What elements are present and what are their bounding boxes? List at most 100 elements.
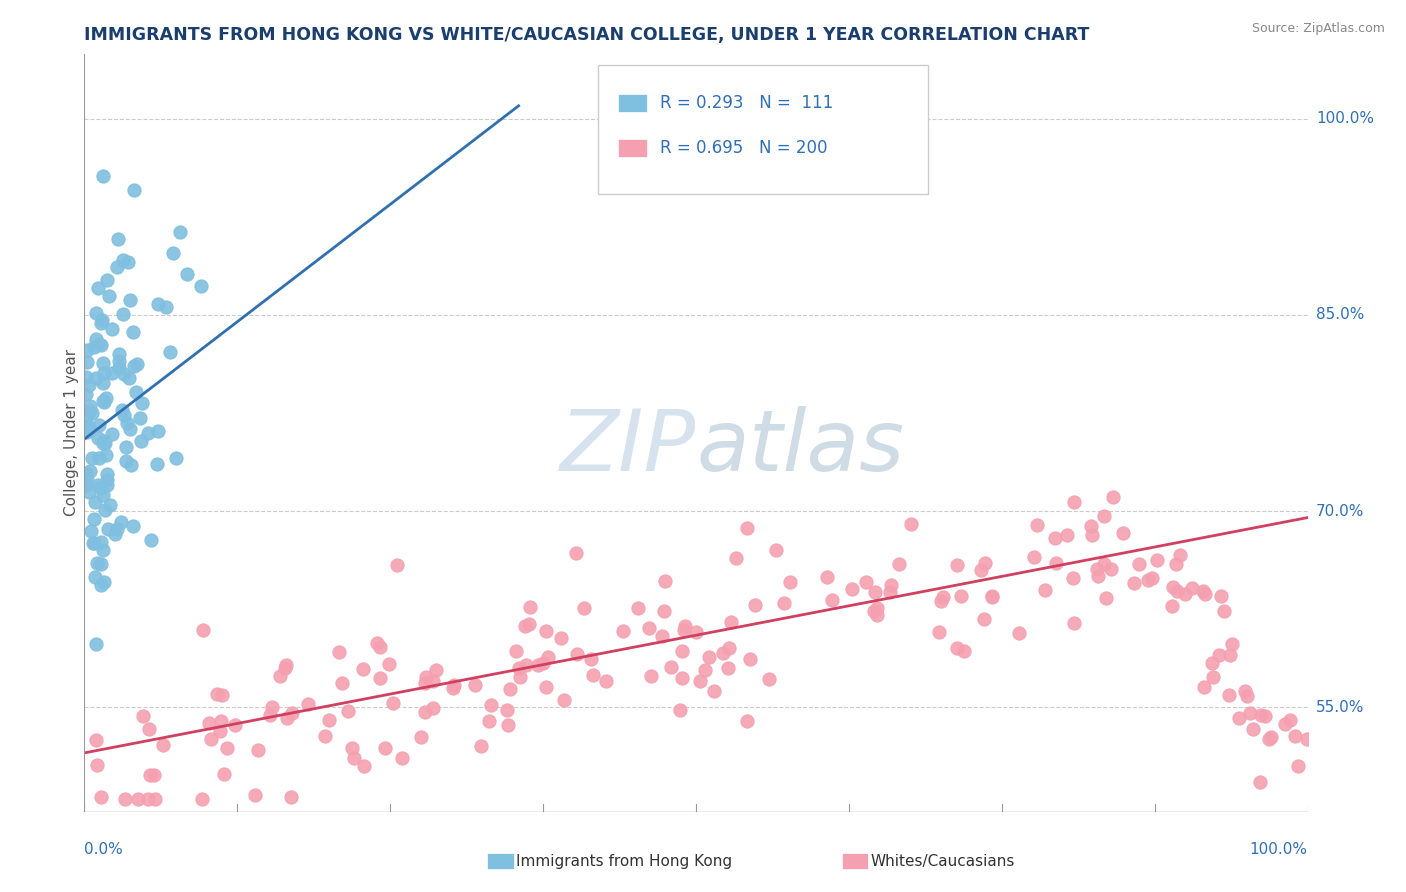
Point [1209, 590, 1232, 604]
Point [499, 682, 522, 697]
Point [75, 369, 97, 384]
Point [91, 543, 114, 558]
Point [1081, 528, 1104, 542]
Text: ZIP: ZIP [560, 406, 696, 490]
Point [190, 791, 212, 805]
Point [91, 376, 114, 390]
Point [879, 578, 901, 592]
Point [651, 629, 673, 643]
Point [724, 551, 747, 566]
Point [132, 709, 155, 723]
Point [1092, 508, 1115, 523]
Point [90, 558, 112, 572]
Point [276, 658, 298, 673]
Point [198, 716, 221, 731]
Point [93, 366, 115, 380]
Point [125, 357, 148, 371]
Point [1102, 490, 1125, 504]
Point [209, 714, 232, 729]
Point [91, 436, 114, 450]
Point [120, 422, 142, 436]
Point [297, 697, 319, 711]
Point [276, 710, 298, 724]
Point [353, 758, 375, 772]
Point [122, 183, 145, 197]
Text: R = 0.695   N = 200: R = 0.695 N = 200 [661, 139, 828, 157]
Point [1241, 722, 1264, 736]
Point [75, 466, 97, 480]
Point [90, 316, 112, 330]
Point [208, 723, 231, 738]
Point [1227, 711, 1250, 725]
Point [112, 408, 135, 422]
Point [1254, 709, 1277, 723]
Point [87, 431, 110, 445]
Point [214, 767, 236, 781]
Point [162, 246, 184, 260]
Point [176, 267, 198, 281]
Point [1095, 591, 1118, 605]
Point [79, 464, 101, 478]
Point [526, 657, 548, 672]
FancyBboxPatch shape [842, 854, 869, 869]
Point [1063, 615, 1085, 630]
Point [1146, 553, 1168, 567]
Point [981, 589, 1004, 603]
Point [87, 417, 110, 432]
Point [735, 521, 758, 535]
Point [821, 592, 844, 607]
Point [146, 457, 169, 471]
Point [900, 516, 922, 531]
Point [1249, 774, 1271, 789]
Point [1087, 568, 1109, 582]
Point [863, 604, 886, 618]
Point [612, 624, 634, 639]
Point [75, 387, 97, 401]
Point [139, 533, 162, 548]
Point [115, 416, 138, 430]
Point [946, 640, 969, 655]
Point [94, 448, 117, 462]
Point [83, 495, 105, 509]
Point [84, 570, 107, 584]
Point [340, 741, 363, 756]
Point [91, 394, 114, 409]
Point [382, 696, 405, 710]
Point [104, 527, 127, 541]
Text: 55.0%: 55.0% [1316, 699, 1364, 714]
Point [136, 426, 159, 441]
Point [508, 661, 530, 675]
Point [105, 522, 128, 536]
Point [1220, 637, 1243, 651]
Point [80, 524, 103, 538]
Point [1174, 587, 1197, 601]
Point [970, 563, 993, 577]
Point [93, 395, 115, 409]
Point [90, 577, 112, 591]
Point [929, 594, 952, 608]
Point [328, 645, 350, 659]
Point [815, 570, 838, 584]
Point [330, 676, 353, 690]
Point [82, 536, 104, 550]
Point [1260, 731, 1282, 745]
Point [513, 619, 536, 633]
Point [259, 707, 281, 722]
Point [1250, 707, 1272, 722]
Point [314, 729, 336, 743]
Point [1045, 531, 1067, 545]
Point [190, 279, 212, 293]
Point [515, 658, 537, 673]
Point [142, 768, 165, 782]
Point [91, 169, 114, 184]
Point [673, 619, 696, 633]
Text: 85.0%: 85.0% [1316, 308, 1364, 323]
Point [129, 434, 152, 448]
Point [695, 663, 717, 677]
Point [1181, 582, 1204, 596]
Point [1208, 648, 1230, 662]
Point [711, 647, 734, 661]
Point [86, 757, 108, 772]
Point [86, 556, 108, 570]
Point [118, 370, 141, 384]
